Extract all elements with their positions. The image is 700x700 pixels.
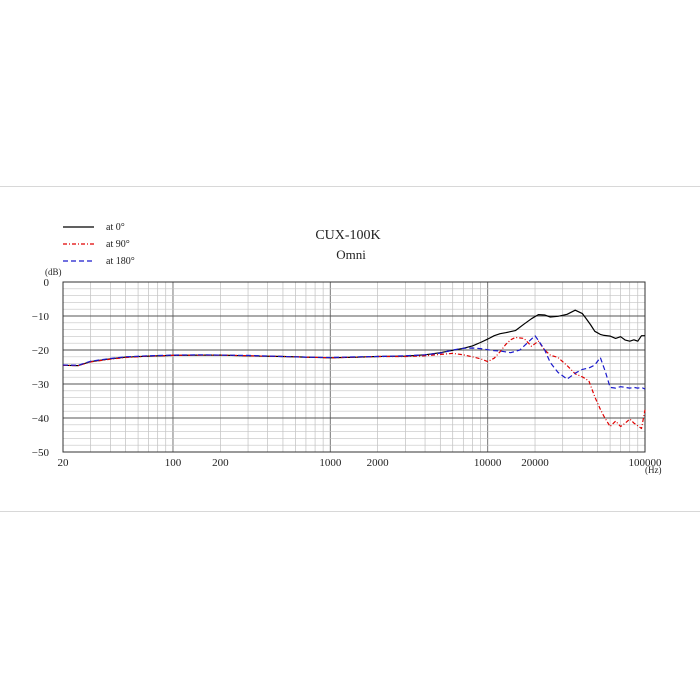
x-tick-label: 1000 xyxy=(319,457,342,469)
y-tick-label: −10 xyxy=(32,311,50,323)
y-unit-label: (dB) xyxy=(45,267,62,277)
x-tick-label: 10000 xyxy=(474,457,502,469)
y-tick-label: −20 xyxy=(32,345,50,357)
x-tick-label: 200 xyxy=(212,457,229,469)
y-tick-label: −40 xyxy=(32,413,50,425)
legend-label: at 0° xyxy=(106,222,125,233)
x-tick-label: 100 xyxy=(165,457,182,469)
minor-grid xyxy=(63,282,645,452)
legend-label: at 180° xyxy=(106,256,135,267)
x-tick-label: 100000 xyxy=(629,457,663,469)
x-tick-label: 20000 xyxy=(521,457,549,469)
x-tick-label: 20 xyxy=(58,457,70,469)
series-layer xyxy=(62,309,646,430)
chart-subtitle: Omni xyxy=(336,247,366,262)
y-tick-label: −50 xyxy=(32,447,50,459)
x-tick-labels: 20 100 200 1000 2000 10000 20000 100000 xyxy=(58,457,663,469)
chart-title: CUX-100K xyxy=(315,228,380,243)
y-tick-label: 0 xyxy=(44,277,50,289)
y-tick-labels: 0 −10 −20 −30 −40 −50 xyxy=(32,277,50,459)
series-line-0 xyxy=(62,309,645,367)
plot-area xyxy=(63,282,645,452)
x-unit-label: (Hz) xyxy=(645,465,662,475)
legend: at 0° at 90° at 180° xyxy=(63,222,135,267)
x-tick-label: 2000 xyxy=(367,457,390,469)
y-tick-label: −30 xyxy=(32,379,50,391)
plot-frame xyxy=(62,281,646,453)
legend-label: at 90° xyxy=(106,239,130,250)
